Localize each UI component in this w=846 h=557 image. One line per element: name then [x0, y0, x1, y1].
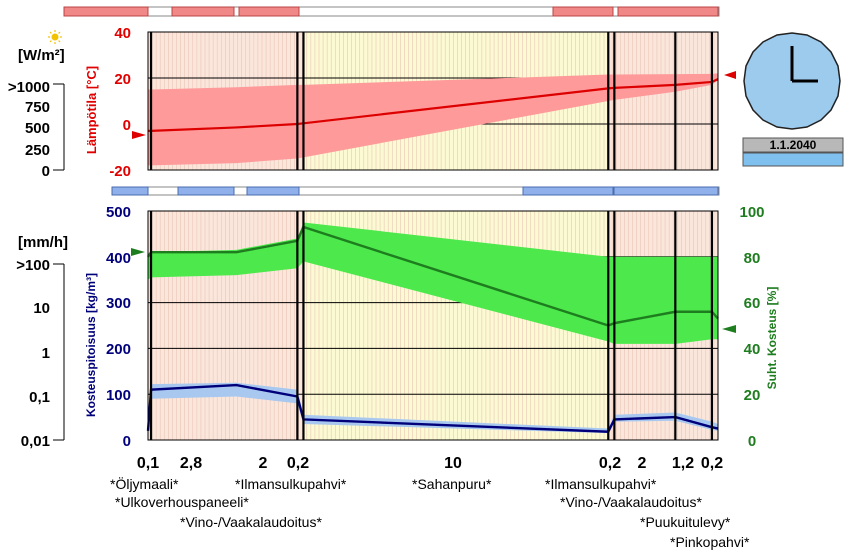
- moisture-content-axis: 500 400 300 200 100 0 Kosteuspitoisuus […: [84, 204, 131, 450]
- temperature-tick: 20: [114, 71, 131, 88]
- layer-band: [151, 211, 237, 440]
- material-label: *Sahanpuru*: [412, 476, 492, 492]
- thickness-label: 0,2: [599, 455, 621, 472]
- moisture-tick: 200: [106, 341, 131, 358]
- temperature-line: [148, 78, 719, 132]
- temperature-tick: 0: [123, 117, 131, 134]
- temperature-tick: -20: [109, 163, 131, 180]
- thickness-label: 2: [638, 455, 647, 472]
- material-label: *Vino-/Vaakalaudoitus*: [560, 494, 702, 510]
- rain-tick: 0,01: [21, 433, 50, 450]
- humidity-tick: 100: [739, 204, 764, 221]
- clock-widget: 1.1.2040: [742, 32, 844, 167]
- humidity-range-band: [148, 222, 718, 344]
- humidity-tick: 80: [744, 250, 761, 267]
- moisture-tick: 0: [123, 433, 131, 450]
- temperature-axis-label: Lämpötila [°C]: [84, 66, 99, 154]
- outside-humidity-marker: [131, 248, 145, 256]
- layer-material-list: *Öljymaali* *Ulkoverhouspaneeli* *Vino-/…: [110, 475, 750, 550]
- material-label: *Ilmansulkupahvi*: [545, 476, 657, 492]
- radiation-tick: 750: [25, 99, 50, 116]
- outdoor-temperature-strip: [63, 6, 720, 17]
- moisture-tick: 100: [106, 387, 131, 404]
- temperature-plot: 40 20 0 -20 Lämpötila [°C]: [84, 25, 736, 180]
- thickness-label: 0,2: [287, 455, 309, 472]
- humidity-axis-label: Suht. Kosteus [%]: [765, 287, 779, 390]
- temperature-axis: 40 20 0 -20 Lämpötila [°C]: [84, 25, 131, 180]
- layer-band: [148, 211, 152, 440]
- humidity-tick: 0: [748, 433, 756, 450]
- layer-band: [297, 211, 304, 440]
- radiation-tick: >1000: [8, 79, 50, 96]
- outdoor-moisture-strip: [111, 186, 720, 196]
- rain-tick: 0,1: [29, 389, 50, 406]
- humidity-tick: 40: [744, 341, 761, 358]
- thickness-label: 1,2: [672, 455, 694, 472]
- inside-humidity-marker: [722, 325, 736, 333]
- clock-date-bar: [742, 152, 844, 167]
- moisture-axis-label: Kosteuspitoisuus [kg/m³]: [84, 273, 98, 417]
- rain-unit: [mm/h]: [18, 234, 68, 251]
- humidity-tick: 20: [744, 387, 761, 404]
- thickness-label: 2: [259, 455, 268, 472]
- material-label: *Pinkopahvi*: [670, 534, 750, 550]
- material-label: *Öljymaali*: [110, 475, 179, 492]
- layer-band: [711, 32, 718, 170]
- temperature-range-band: [148, 73, 718, 166]
- humidity-line: [147, 225, 719, 327]
- material-label: *Vino-/Vaakalaudoitus*: [180, 514, 322, 530]
- radiation-unit: [W/m²]: [18, 47, 65, 64]
- outside-temperature-marker: [132, 131, 146, 139]
- moisture-tick: 500: [106, 204, 131, 221]
- temperature-tick: 40: [114, 25, 131, 42]
- rain-tick: >100: [16, 257, 50, 274]
- clock-date: 1.1.2040: [770, 138, 817, 152]
- radiation-tick: 0: [42, 163, 50, 180]
- rain-tick: 1: [42, 345, 50, 362]
- sun-icon: [48, 30, 62, 44]
- moisture-plot: 500 400 300 200 100 0 Kosteuspitoisuus […: [84, 204, 779, 450]
- rain-axis: >100 10 1 0,1 0,01: [16, 257, 65, 450]
- rain-tick: 10: [33, 300, 50, 317]
- material-label: *Ulkoverhouspaneeli*: [115, 494, 249, 510]
- inside-temperature-marker: [724, 71, 736, 79]
- moisture-tick: 300: [106, 295, 131, 312]
- radiation-axis: >1000 750 500 250 0: [8, 79, 65, 180]
- material-label: *Puukuitulevy*: [640, 514, 731, 530]
- thickness-label: 0,2: [701, 455, 723, 472]
- layer-band: [608, 32, 615, 170]
- humidity-tick: 60: [744, 295, 761, 312]
- moisture-tick: 400: [106, 250, 131, 267]
- thickness-label: 0,1: [137, 455, 159, 472]
- thickness-label: 10: [444, 455, 462, 472]
- radiation-tick: 250: [25, 142, 50, 159]
- radiation-tick: 500: [25, 120, 50, 137]
- moisture-line: [146, 383, 719, 433]
- relative-humidity-axis: 100 80 60 40 20 0 Suht. Kosteus [%]: [739, 204, 779, 450]
- material-label: *Ilmansulkupahvi*: [235, 476, 347, 492]
- thickness-label: 2,8: [180, 455, 202, 472]
- layer-thickness-row: 0,1 2,8 2 0,2 10 0,2 2 1,2 0,2: [137, 455, 723, 472]
